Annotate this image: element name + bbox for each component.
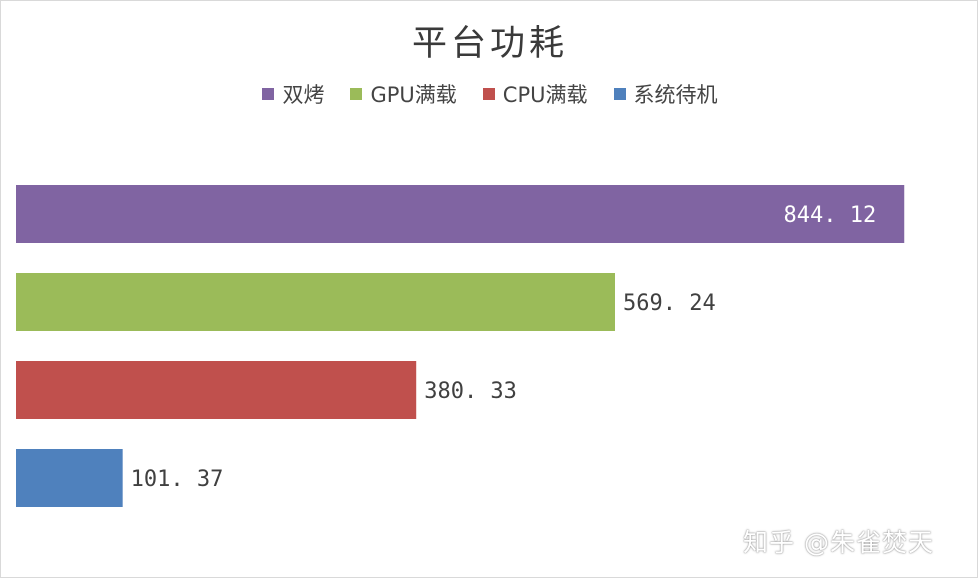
bar-value-label: 569. 24 (623, 291, 716, 316)
chart-title: 平台功耗 (411, 24, 568, 64)
legend-swatch (482, 88, 495, 100)
legend-label: GPU满载 (370, 83, 457, 107)
legend-item-gpu-load: GPU满载 (350, 79, 457, 109)
bar-value-label: 101. 37 (131, 467, 224, 492)
bar-dual-stress (16, 185, 905, 243)
legend-swatch (350, 88, 363, 100)
legend-swatch (262, 88, 275, 100)
legend-label: CPU满载 (502, 83, 588, 107)
bar-value-label: 380. 33 (424, 379, 517, 404)
watermark: 知乎 @朱雀焚天 (743, 528, 934, 557)
bar-gpu-load (16, 273, 615, 331)
legend-swatch (613, 88, 626, 100)
legend-item-idle: 系统待机 (613, 79, 718, 109)
legend: 双烤 GPU满载 CPU满载 系统待机 (1, 79, 978, 109)
legend-label: 系统待机 (633, 83, 718, 107)
legend-item-cpu-load: CPU满载 (482, 79, 588, 109)
bar-cpu-load (16, 361, 417, 419)
bar-value-label: 844. 12 (784, 203, 877, 228)
legend-label: 双烤 (282, 83, 325, 107)
legend-item-dual-stress: 双烤 (262, 79, 324, 109)
bar-idle (16, 449, 123, 507)
